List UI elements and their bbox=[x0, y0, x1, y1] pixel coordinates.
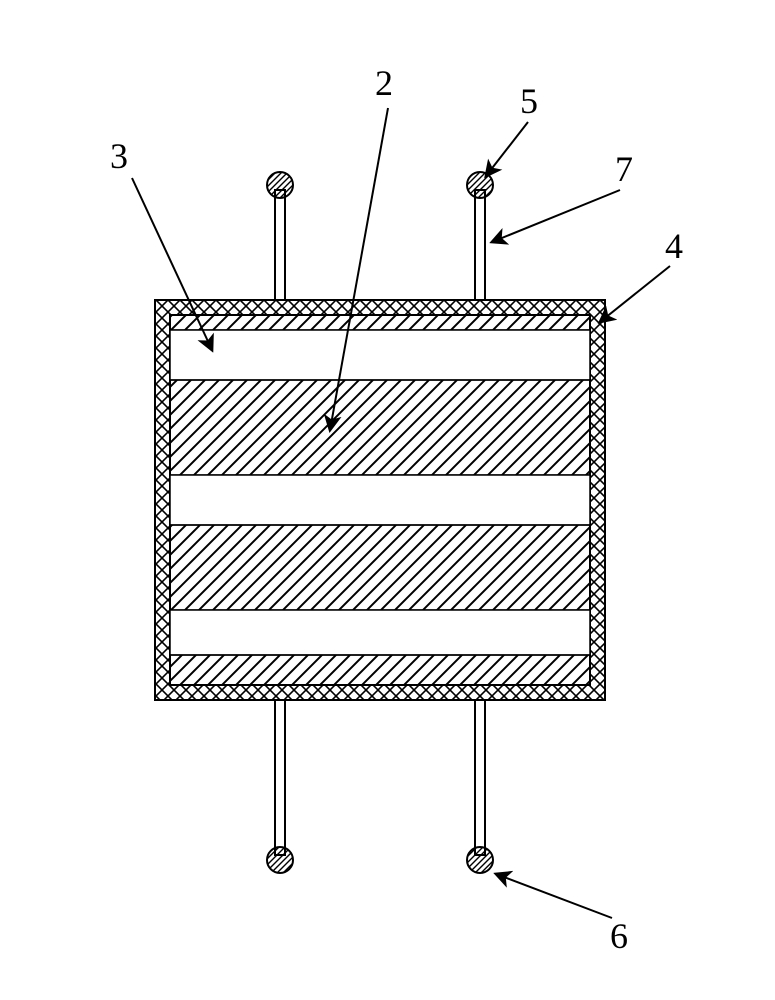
leader-6 bbox=[496, 874, 612, 918]
label-3: 3 bbox=[110, 135, 128, 177]
leader-4 bbox=[600, 266, 670, 322]
label-5: 5 bbox=[520, 80, 538, 122]
layer-blank-3 bbox=[170, 610, 590, 655]
pin-bottom-left bbox=[267, 700, 293, 873]
label-2: 2 bbox=[375, 62, 393, 104]
pin-top-right bbox=[467, 172, 493, 300]
layer-diag-top bbox=[170, 315, 590, 330]
label-4: 4 bbox=[665, 225, 683, 267]
leader-7 bbox=[492, 190, 620, 242]
label-7: 7 bbox=[615, 148, 633, 190]
pin-bottom-right bbox=[467, 700, 493, 873]
layer-blank-2 bbox=[170, 475, 590, 525]
leader-5 bbox=[486, 122, 528, 176]
diagram-canvas: 2 3 4 5 6 7 bbox=[0, 0, 775, 1000]
layer-diag-2 bbox=[170, 380, 590, 475]
layer-blank-1 bbox=[170, 330, 590, 380]
label-6: 6 bbox=[610, 915, 628, 957]
pin-top-left bbox=[267, 172, 293, 300]
layer-diag-bottom bbox=[170, 655, 590, 685]
layers bbox=[170, 315, 590, 685]
layer-diag-3 bbox=[170, 525, 590, 610]
